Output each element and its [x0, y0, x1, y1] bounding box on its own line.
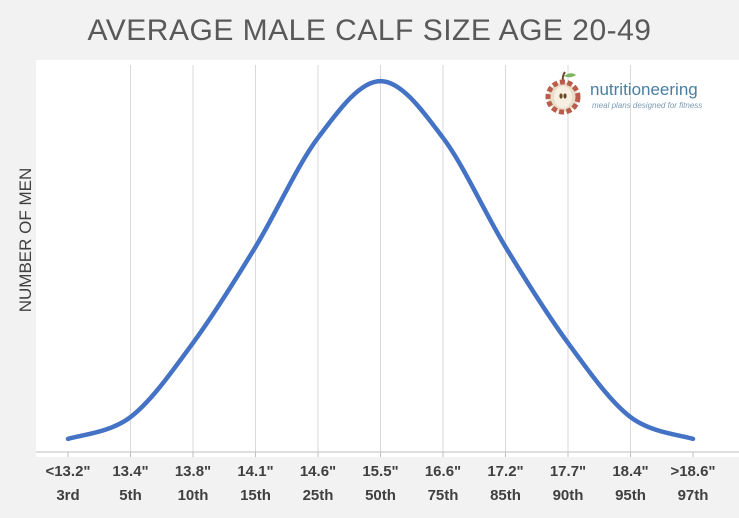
- x-tick-label-size: 17.7": [550, 463, 586, 480]
- x-tick-label-percentile: 10th: [178, 487, 209, 504]
- x-tick-label-percentile: 25th: [303, 487, 334, 504]
- distribution-line: [65, 78, 696, 442]
- x-tick-label-percentile: 97th: [678, 487, 709, 504]
- x-tick-label-size: 14.6": [300, 463, 336, 480]
- x-tick-label-size: 13.4": [112, 463, 148, 480]
- x-tick-label-size: 14.1": [237, 463, 273, 480]
- x-tick-label-percentile: 3rd: [56, 487, 79, 504]
- brand-name: nutritioneering: [590, 80, 698, 99]
- x-tick-label-percentile: 90th: [553, 487, 584, 504]
- x-tick-label-percentile: 50th: [365, 487, 396, 504]
- brand-tagline: meal plans designed for fitness: [592, 101, 703, 110]
- apple-icon: [545, 71, 581, 115]
- chart-title: AVERAGE MALE CALF SIZE AGE 20-49: [87, 14, 652, 47]
- x-tick-label-size: 18.4": [612, 463, 648, 480]
- brand-logo: nutritioneering meal plans designed for …: [543, 70, 733, 120]
- x-tick-label-size: <13.2": [45, 463, 90, 480]
- x-tick-label-size: 13.8": [175, 463, 211, 480]
- plot-area: [36, 60, 739, 457]
- x-tick-label-size: 16.6": [425, 463, 461, 480]
- x-tick-label-percentile: 75th: [428, 487, 459, 504]
- x-tick-label-percentile: 95th: [615, 487, 646, 504]
- x-tick-label-size: 15.5": [362, 463, 398, 480]
- x-tick-label-percentile: 5th: [119, 487, 142, 504]
- x-tick-label-size: 17.2": [487, 463, 523, 480]
- x-tick-label-percentile: 15th: [240, 487, 271, 504]
- x-tick-label-percentile: 85th: [490, 487, 521, 504]
- x-tick-label-size: >18.6": [670, 463, 715, 480]
